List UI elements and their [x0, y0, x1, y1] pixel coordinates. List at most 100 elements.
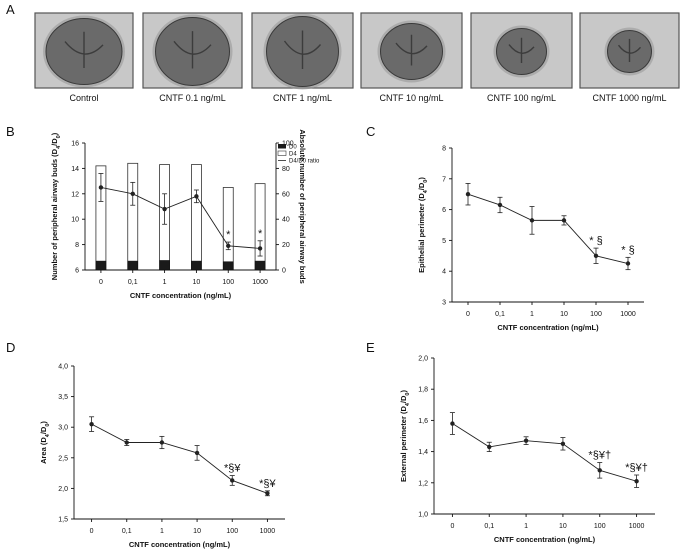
y-axis-label-part: /D [417, 182, 426, 190]
x-tick-label: 0 [99, 279, 103, 286]
x-tick-label: 0 [450, 523, 454, 530]
panel-a-photos: Control CNTF 0.1 ng/mL CNTF 1 ng/mL CNTF 10… [34, 12, 680, 103]
x-tick-label: 0 [466, 311, 470, 318]
y-axis-label-part: ) [417, 177, 426, 180]
y-axis-label-part: 4 [423, 189, 429, 193]
bar-d0 [222, 261, 234, 271]
y-tick-label: 1,0 [418, 512, 428, 519]
data-point [523, 438, 529, 443]
y2-tick-label: 60 [282, 191, 290, 198]
y-axis-label-part: ) [39, 421, 48, 424]
x-tick-label: 1000 [620, 311, 636, 318]
y2-tick-label: 40 [282, 217, 290, 224]
data-point [89, 421, 94, 427]
panel-e-label: E [366, 340, 375, 355]
x-tick-label: 0,1 [128, 279, 138, 286]
x-tick-label: 100 [222, 279, 234, 286]
panel-a-label: A [6, 2, 15, 17]
series-line [452, 423, 637, 482]
y-tick-label: 14 [71, 166, 79, 173]
bar-d4 [127, 162, 139, 271]
y-tick-label: 8 [75, 242, 79, 249]
explant-airways [395, 34, 428, 66]
y-axis-label-part: Number of peripheral airway buds (D [50, 148, 59, 280]
series-line [467, 193, 629, 264]
significance-label: * [258, 228, 263, 240]
legend-entry: D0 [289, 145, 297, 151]
panel-c-label: C [366, 124, 375, 139]
significance-label: * [226, 229, 231, 241]
x-tick-label: 10 [193, 528, 201, 535]
y-tick-label: 1,4 [418, 449, 428, 456]
y2-tick-label: 20 [282, 242, 290, 249]
bar-d4 [191, 164, 202, 271]
significance-label: *§¥ [224, 463, 241, 475]
data-point [257, 246, 263, 251]
data-point [593, 253, 599, 258]
y-axis-label-part: /D [399, 395, 408, 403]
y-axis-label-part: External perimeter (D [399, 406, 408, 482]
y-axis-label: Area (D4/D0) [39, 421, 51, 464]
bar-d0 [127, 260, 139, 271]
photo-caption: CNTF 10 ng/mL [379, 93, 443, 103]
y-tick-label: 12 [71, 191, 79, 198]
x-tick-label: 1 [163, 279, 167, 286]
data-point [487, 444, 492, 450]
data-point [634, 479, 639, 484]
y-tick-label: 6 [442, 207, 446, 214]
y-axis-label-part: 4 [405, 402, 411, 406]
y-axis-label: Epithelial perimeter (D4/D0) [417, 177, 429, 273]
y-tick-label: 1,8 [418, 387, 428, 394]
y2-tick-label: 80 [282, 166, 290, 173]
data-point [465, 192, 471, 197]
chart-c: 3 4 5 6 7 8 0 0,1 1 10 100 1000 CNTF concentration (… [417, 146, 644, 332]
y-axis-label-part: 0 [423, 180, 429, 183]
x-tick-label: 100 [226, 528, 238, 535]
y-axis-label: External perimeter (D4/D0) [399, 390, 411, 483]
data-point [497, 202, 503, 208]
y-axis-label-part: /D [39, 426, 48, 434]
y-axis-label-part: Area (D [39, 437, 48, 464]
data-point [194, 194, 199, 199]
data-point [560, 441, 566, 446]
explant-airways [64, 31, 104, 68]
y-tick-label: 4 [442, 269, 446, 276]
data-point [561, 218, 567, 223]
explant-airways [617, 38, 642, 62]
x-axis-label: CNTF concentration (ng/mL) [129, 540, 231, 549]
y-tick-label: 6 [75, 268, 79, 275]
chart-e: 1,0 1,2 1,4 1,6 1,8 2,0 0 0,1 1 10 100 1000 CNTF con… [399, 356, 655, 544]
y-tick-label: 16 [71, 141, 79, 148]
y-tick-label: 3,5 [58, 394, 68, 401]
y-tick-label: 2,5 [58, 455, 68, 462]
data-point [625, 261, 631, 266]
photo-caption: CNTF 100 ng/mL [487, 93, 556, 103]
data-point [597, 468, 602, 473]
explant-airways [508, 37, 535, 63]
photo-caption: CNTF 0.1 ng/mL [159, 93, 226, 103]
y2-tick-label: 100 [282, 141, 294, 148]
y-tick-label: 10 [71, 217, 79, 224]
bar-d0 [159, 260, 170, 271]
photo-caption: CNTF 1 ng/mL [273, 93, 332, 103]
photo-caption: CNTF 1000 ng/mL [592, 93, 666, 103]
y-tick-label: 2,0 [418, 356, 428, 363]
x-tick-label: 0,1 [495, 311, 505, 318]
x-tick-label: 100 [594, 523, 606, 530]
x-tick-label: 0,1 [484, 523, 494, 530]
significance-label: * § [589, 235, 602, 247]
explant-airways [283, 30, 322, 69]
data-point [130, 191, 135, 196]
series-line [100, 187, 261, 249]
y-tick-label: 5 [442, 238, 446, 245]
legend-swatch-d0 [278, 144, 286, 149]
y-tick-label: 1,2 [418, 480, 428, 487]
significance-label: *§¥† [625, 462, 648, 474]
x-tick-label: 1000 [252, 279, 268, 286]
y-axis-label: Number of peripheral airway buds (D4/D0) [50, 132, 62, 280]
y-tick-label: 3,0 [58, 425, 68, 432]
y-tick-label: 3 [442, 300, 446, 307]
x-tick-label: 10 [559, 523, 567, 530]
